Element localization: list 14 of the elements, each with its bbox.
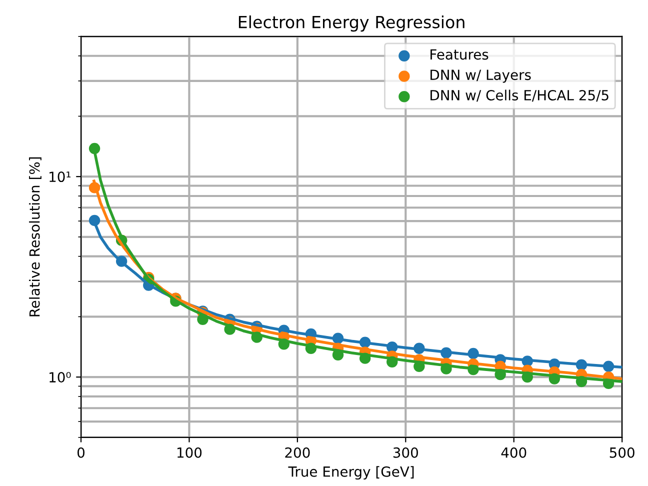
x-tick-label: 300: [393, 447, 418, 458]
x-tick-label: 200: [285, 447, 310, 458]
x-tick-label: 100: [177, 447, 202, 458]
legend-label: DNN w/ Layers: [430, 70, 531, 83]
legend-label: Features: [430, 49, 488, 60]
y-tick-label: 10⁰: [50, 372, 71, 383]
y-tick-label: 10¹: [50, 172, 71, 182]
legend-label: DNN w/ Cells E/HCAL 25/5: [430, 90, 608, 102]
x-tick-label: 500: [610, 447, 634, 458]
y-axis-title: Relative Resolution [%]: [29, 157, 42, 316]
x-tick-label: 0: [77, 447, 84, 458]
chart-title: Electron Energy Regression: [238, 15, 464, 32]
x-axis-title: True Energy [GeV]: [288, 466, 414, 480]
x-tick-label: 400: [501, 447, 526, 458]
